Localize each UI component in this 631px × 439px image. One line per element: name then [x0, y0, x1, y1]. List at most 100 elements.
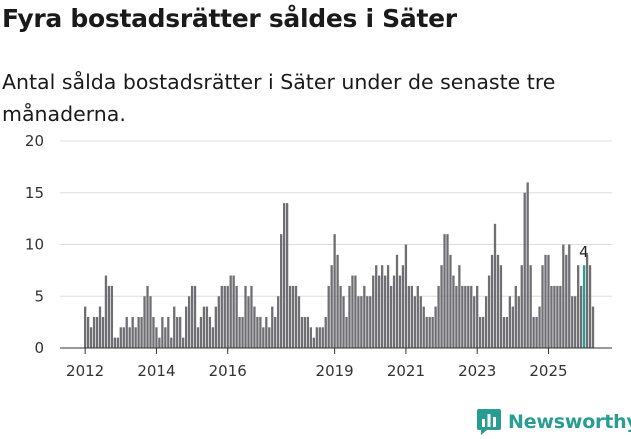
- bar: [493, 223, 497, 348]
- bar: [547, 254, 550, 348]
- bar: [348, 285, 351, 348]
- bar: [440, 265, 443, 348]
- bar: [363, 285, 366, 348]
- bar: [158, 337, 161, 348]
- bar: [333, 234, 336, 348]
- bar: [383, 275, 387, 348]
- bar: [511, 306, 514, 348]
- bar: [303, 316, 307, 348]
- bar: [250, 285, 253, 348]
- bar: [407, 285, 411, 348]
- bar: [285, 203, 289, 348]
- bar: [277, 296, 280, 348]
- bar: [520, 265, 523, 348]
- bar: [238, 316, 241, 348]
- chart-title: Fyra bostadsrätter såldes i Säter: [2, 4, 457, 33]
- bar: [446, 234, 449, 348]
- bar: [300, 316, 304, 348]
- newsworthy-logo[interactable]: Newsworthy: [476, 408, 631, 436]
- bar: [532, 316, 535, 348]
- bar: [336, 254, 339, 348]
- bar: [434, 306, 437, 348]
- bar: [205, 306, 209, 348]
- x-tick-label: 2021: [387, 362, 425, 380]
- bar: [324, 316, 327, 348]
- bar: [413, 296, 416, 348]
- bar: [378, 275, 381, 348]
- bar: [146, 285, 149, 348]
- bar: [345, 316, 348, 348]
- bar: [161, 316, 164, 348]
- bar: [517, 296, 520, 348]
- bar: [431, 316, 434, 348]
- bar: [443, 234, 446, 348]
- bar: [244, 285, 247, 348]
- bar: [155, 327, 158, 348]
- bar: [562, 244, 565, 348]
- bar: [208, 316, 212, 348]
- bar: [92, 316, 96, 348]
- bar: [449, 254, 452, 348]
- bar: [179, 316, 182, 348]
- bar: [484, 296, 488, 348]
- bar: [95, 316, 99, 348]
- bar: [241, 316, 244, 348]
- bar: [193, 285, 197, 348]
- bar: [523, 192, 526, 348]
- bar: [386, 265, 390, 348]
- bar: [86, 316, 90, 348]
- bar: [410, 285, 413, 348]
- bar: [372, 275, 375, 348]
- bar: [395, 254, 399, 348]
- bar: [559, 285, 562, 348]
- bar: [152, 316, 155, 348]
- bar: [223, 285, 226, 348]
- bar: [199, 316, 203, 348]
- bar: [458, 265, 461, 348]
- bar: [514, 285, 517, 348]
- bar: [496, 254, 500, 348]
- y-tick-label: 0: [34, 339, 44, 357]
- bar-latest: [582, 265, 586, 348]
- bar: [256, 316, 259, 348]
- bar: [499, 265, 503, 348]
- bar: [268, 327, 271, 348]
- bar: [538, 306, 541, 348]
- bar: [339, 285, 342, 348]
- bar: [419, 296, 422, 348]
- bar: [585, 254, 589, 348]
- bar: [550, 285, 553, 348]
- bar: [422, 306, 425, 348]
- bar: [327, 285, 330, 348]
- bar: [143, 296, 146, 348]
- bar: [113, 337, 116, 348]
- bar: [481, 316, 485, 348]
- x-tick-label: 2014: [137, 362, 175, 380]
- bar: [369, 296, 372, 348]
- y-axis-ticks: 0 5 10 15 20: [25, 132, 44, 357]
- bar: [579, 285, 583, 348]
- bar: [508, 296, 512, 348]
- bar: [330, 265, 333, 348]
- bar: [271, 306, 274, 348]
- bar: [98, 306, 102, 348]
- bar: [588, 265, 592, 348]
- y-tick-label: 20: [25, 132, 44, 150]
- bar: [392, 275, 396, 348]
- bar: [291, 285, 295, 348]
- bar: [182, 337, 185, 348]
- bar: [294, 285, 298, 348]
- bar: [354, 275, 357, 348]
- bar: [437, 285, 440, 348]
- bar: [211, 327, 215, 348]
- bar: [119, 327, 122, 348]
- bar: [464, 285, 467, 348]
- x-tick-label: 2012: [66, 362, 104, 380]
- bar: [134, 327, 137, 348]
- bar: [196, 327, 200, 348]
- y-tick-label: 5: [34, 287, 44, 305]
- bar: [502, 316, 506, 348]
- bar: [288, 285, 292, 348]
- bar: [297, 296, 301, 348]
- bar: [591, 306, 595, 348]
